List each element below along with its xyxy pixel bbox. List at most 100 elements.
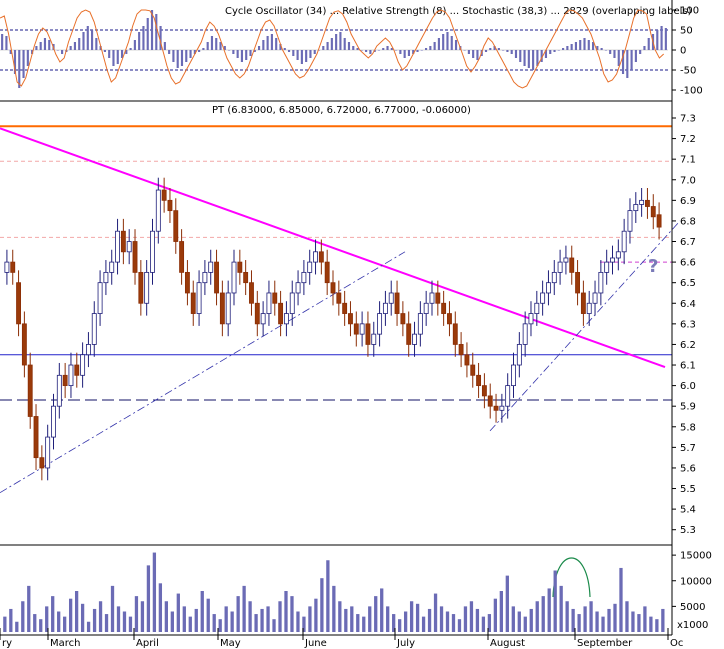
- oscillator-bar: [562, 48, 565, 50]
- volume-bar: [140, 601, 145, 632]
- oscillator-bar: [497, 48, 500, 50]
- volume-bar: [559, 585, 563, 632]
- oscillator-bar: [35, 46, 38, 50]
- oscillator-bar: [604, 50, 607, 51]
- volume-bar: [541, 596, 545, 632]
- candle-body: [516, 344, 522, 366]
- volume-bar: [308, 606, 312, 632]
- oscillator-bar: [206, 42, 209, 50]
- question-annotation: ?: [648, 256, 658, 277]
- oscillator-bar: [656, 30, 659, 50]
- volume-bar: [409, 601, 414, 632]
- oscillator-bar: [506, 50, 509, 52]
- candle-body: [371, 333, 377, 345]
- volume-bar: [415, 603, 420, 632]
- candle-body: [656, 214, 662, 228]
- oscillator-tick-label: -100: [680, 86, 703, 97]
- price-tick-label: 6.0: [680, 381, 696, 392]
- volume-bar: [427, 608, 432, 632]
- oscillator-bar: [1, 34, 4, 50]
- oscillator-bar: [309, 50, 312, 58]
- oscillator-bar: [446, 32, 449, 50]
- oscillator-bar: [489, 48, 492, 50]
- oscillator-panel: Cycle Oscillator (34) ... Relative Stren…: [0, 6, 703, 97]
- candle-body: [126, 241, 132, 253]
- oscillator-bar: [86, 26, 89, 50]
- volume-bar: [511, 606, 515, 632]
- oscillator-bar: [13, 50, 17, 74]
- oscillator-bar: [317, 50, 321, 51]
- candle-body: [51, 405, 56, 438]
- oscillator-bar: [39, 42, 42, 50]
- oscillator-bar: [424, 48, 428, 50]
- oscillator-bar: [240, 50, 244, 62]
- oscillator-bar: [120, 50, 124, 58]
- oscillator-bar: [523, 50, 526, 66]
- candle-body: [27, 364, 33, 417]
- candle-body: [476, 374, 482, 387]
- oscillator-bar: [78, 38, 81, 50]
- x-tick-label: July: [396, 638, 415, 649]
- candle-body: [551, 271, 557, 284]
- candle-body: [546, 282, 551, 294]
- oscillator-bar: [339, 32, 342, 50]
- candle-body: [481, 385, 487, 397]
- volume-bar: [463, 606, 468, 632]
- oscillator-bar: [163, 42, 166, 50]
- price-tick-label: 6.3: [680, 319, 696, 330]
- oscillator-bar: [617, 50, 620, 66]
- oscillator-bar: [544, 50, 548, 58]
- candle-body: [534, 302, 540, 314]
- volume-bar: [248, 601, 252, 632]
- volume-tick-label: 15000: [680, 551, 712, 562]
- oscillator-header: Cycle Oscillator (34) ... Relative Stren…: [225, 6, 692, 17]
- candle-body: [522, 323, 528, 345]
- volume-bar: [655, 619, 659, 632]
- candle-body: [144, 271, 150, 304]
- oscillator-bar: [43, 38, 47, 50]
- volume-bar: [212, 614, 216, 632]
- volume-bar: [290, 596, 294, 632]
- price-header: PT (6.83000, 6.85000, 6.72000, 6.77000, …: [212, 105, 471, 116]
- candle-body: [161, 189, 167, 201]
- volume-bar: [9, 608, 13, 632]
- volume-bar: [33, 614, 37, 632]
- candle-body: [196, 282, 202, 314]
- oscillator-bar: [626, 50, 629, 78]
- price-tick-label: 5.8: [680, 422, 696, 433]
- candle-body: [56, 374, 62, 407]
- oscillator-bar: [386, 46, 389, 50]
- oscillator-bar: [279, 44, 282, 50]
- oscillator-bar: [18, 50, 21, 88]
- candle-body: [10, 261, 16, 273]
- oscillator-bar: [630, 50, 633, 70]
- oscillator-bar: [382, 48, 385, 50]
- volume-histogram: [3, 552, 665, 632]
- candle-body: [74, 364, 80, 376]
- volume-bar: [613, 603, 617, 632]
- volume-bar: [643, 606, 647, 632]
- candle-body: [650, 206, 656, 218]
- candle-body: [342, 302, 348, 314]
- volume-bar: [589, 601, 593, 632]
- oscillator-bar: [228, 50, 231, 51]
- volume-bar: [284, 591, 288, 632]
- oscillator-bar: [95, 38, 98, 50]
- x-tick-label: August: [490, 638, 525, 649]
- candle-body: [441, 302, 447, 314]
- candle-body: [318, 251, 324, 263]
- volume-bar: [320, 578, 324, 632]
- oscillator-bar: [90, 30, 94, 50]
- oscillator-bar: [467, 50, 470, 54]
- candle-body: [400, 313, 406, 325]
- candle-body: [487, 395, 493, 407]
- volume-bar: [631, 611, 635, 632]
- candle-body: [45, 436, 51, 469]
- volume-bar: [368, 606, 372, 632]
- candle-body: [208, 261, 214, 273]
- volume-bar: [487, 614, 492, 632]
- volume-bar: [505, 575, 509, 632]
- volume-bar: [302, 616, 306, 632]
- volume-bar: [583, 606, 587, 632]
- oscillator-bar: [587, 40, 590, 50]
